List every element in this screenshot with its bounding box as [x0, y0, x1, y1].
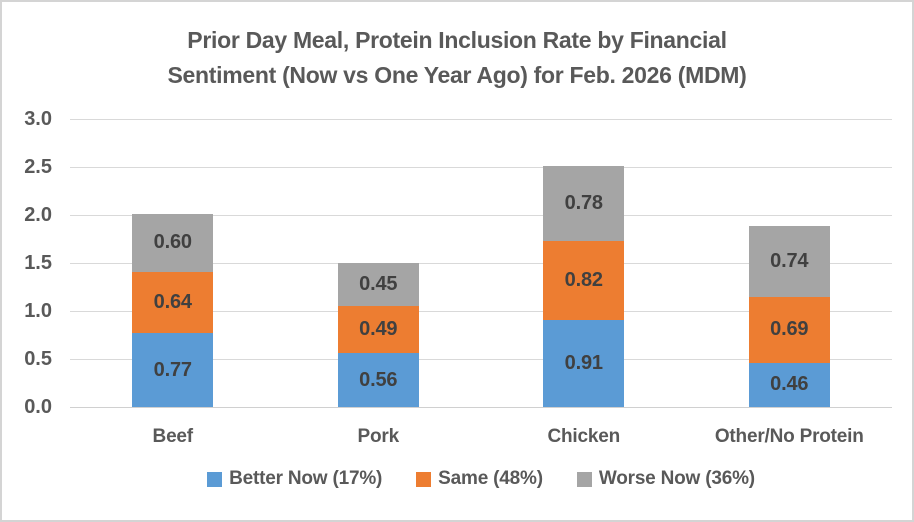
- bar-data-label: 0.77: [153, 358, 192, 381]
- legend-item: Same (48%): [416, 468, 543, 490]
- plot-area: 0.77 0.64 0.60 0.56 0.49 0.45 0.91 0.82 0.78 0.46…: [70, 119, 892, 408]
- legend-item: Better Now (17%): [207, 468, 382, 490]
- bar-data-label: 0.46: [770, 373, 809, 396]
- bar-segment: 0.74: [748, 225, 830, 297]
- bar-data-label: 0.82: [564, 268, 603, 291]
- chart-title-line-1: Prior Day Meal, Protein Inclusion Rate b…: [187, 27, 727, 53]
- bar-segment: 0.77: [132, 333, 214, 407]
- bar-segment: 0.56: [337, 353, 419, 407]
- bar-data-label: 0.74: [770, 249, 809, 272]
- chart-title-line-2: Sentiment (Now vs One Year Ago) for Feb.…: [167, 62, 747, 88]
- legend-swatch-icon: [416, 471, 432, 487]
- chart-title: Prior Day Meal, Protein Inclusion Rate b…: [2, 23, 912, 93]
- bar-data-label: 0.78: [564, 191, 603, 214]
- gridline: [70, 215, 892, 216]
- bar-data-label: 0.91: [564, 351, 603, 374]
- legend: Better Now (17%) Same (48%) Worse Now (36%…: [70, 468, 892, 490]
- legend-swatch-icon: [576, 471, 592, 487]
- legend-swatch-icon: [207, 471, 223, 487]
- gridline: [70, 167, 892, 168]
- x-axis-line: [70, 407, 892, 408]
- x-axis-category-label: Other/No Protein: [714, 426, 864, 447]
- bar-data-label: 0.49: [359, 318, 398, 341]
- bar-data-label: 0.69: [770, 318, 809, 341]
- legend-label: Same (48%): [438, 468, 543, 489]
- bar-segment: 0.46: [748, 362, 830, 407]
- y-axis-tick-label: 3.0: [24, 108, 52, 130]
- bar-data-label: 0.45: [359, 273, 398, 296]
- x-axis-category-label: Chicken: [547, 426, 620, 447]
- gridline: [70, 311, 892, 312]
- bar-data-label: 0.64: [153, 290, 192, 313]
- gridline: [70, 359, 892, 360]
- y-axis-tick-label: 1.5: [24, 252, 52, 274]
- x-axis-category-label: Pork: [357, 426, 400, 447]
- y-axis-tick-label: 1.0: [24, 300, 52, 322]
- bar-segment: 0.45: [337, 263, 419, 307]
- bar-segment: 0.82: [543, 240, 625, 320]
- legend-label: Worse Now (36%): [598, 468, 755, 489]
- y-axis-tick-label: 0.5: [24, 348, 52, 370]
- bar-segment: 0.69: [748, 296, 830, 363]
- legend-item: Worse Now (36%): [576, 468, 755, 490]
- bar-segment: 0.64: [132, 271, 214, 334]
- bar-data-label: 0.56: [359, 368, 398, 391]
- bar-data-label: 0.60: [153, 231, 192, 254]
- bar-segment: 0.78: [543, 166, 625, 241]
- bar-segment: 0.91: [543, 319, 625, 407]
- y-axis-tick-label: 2.0: [24, 204, 52, 226]
- bar-segment: 0.60: [132, 214, 214, 272]
- legend-label: Better Now (17%): [229, 468, 383, 489]
- gridline: [70, 263, 892, 264]
- y-axis-tick-label: 0.0: [24, 396, 52, 418]
- bar-segment: 0.49: [337, 306, 419, 354]
- gridline: [70, 119, 892, 120]
- y-axis-tick-label: 2.5: [24, 156, 52, 178]
- x-axis-category-label: Beef: [152, 426, 194, 447]
